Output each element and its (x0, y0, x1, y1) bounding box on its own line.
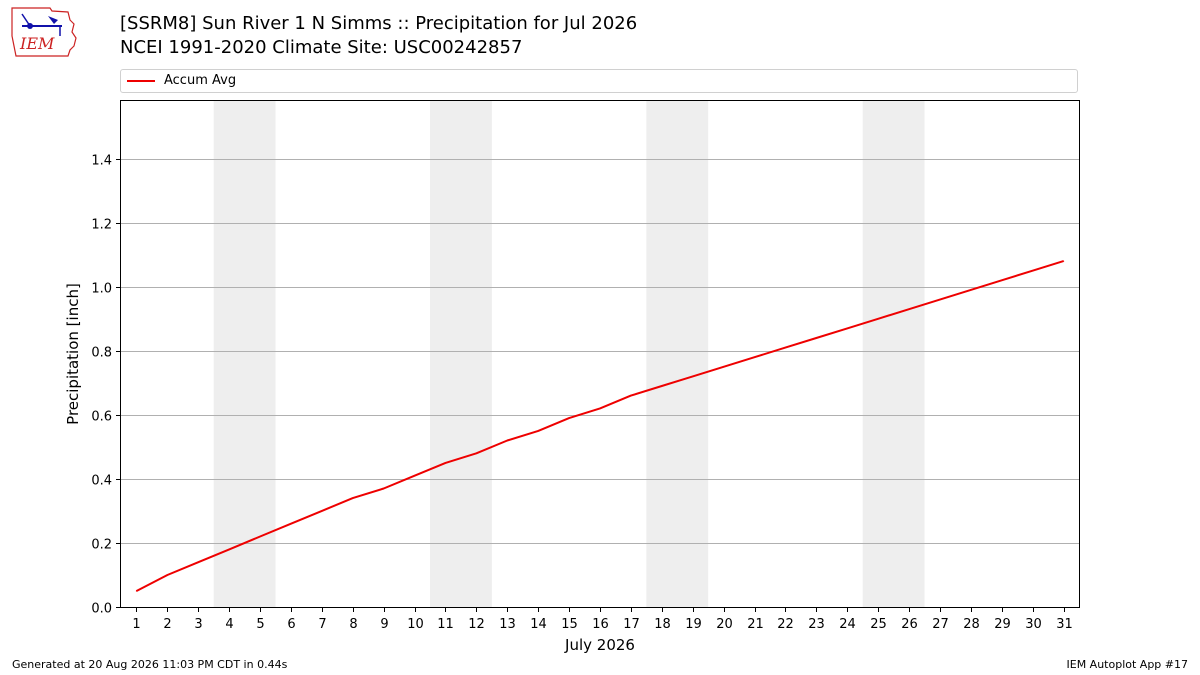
x-tick-label: 18 (654, 617, 671, 632)
x-tick-label: 4 (225, 617, 233, 632)
data-point (630, 395, 632, 397)
data-point (784, 346, 787, 349)
data-point (537, 430, 539, 432)
data-point (692, 375, 694, 378)
data-point (661, 385, 663, 387)
data-point (475, 452, 477, 454)
y-tick-label: 1.4 (91, 154, 112, 169)
x-tick-label: 29 (994, 617, 1011, 632)
data-point (228, 548, 230, 550)
x-tick-label: 9 (380, 617, 388, 632)
x-tick-label: 15 (561, 617, 578, 632)
data-point (599, 407, 601, 410)
data-point (908, 308, 910, 310)
generated-timestamp: Generated at 20 Aug 2026 11:03 PM CDT in… (12, 658, 288, 671)
x-tick-label: 10 (407, 617, 424, 632)
data-point (970, 289, 972, 291)
data-point (753, 356, 756, 358)
data-point (506, 439, 508, 442)
x-tick-label: 20 (716, 617, 733, 632)
x-tick-label: 24 (839, 617, 856, 632)
data-point (290, 523, 292, 525)
x-tick-label: 26 (901, 617, 918, 632)
data-point (815, 337, 817, 339)
data-point (568, 417, 570, 419)
y-tick-label: 0.6 (91, 410, 112, 425)
data-point (723, 366, 725, 368)
data-point (321, 510, 323, 512)
x-tick-label: 7 (318, 617, 326, 632)
legend-line-swatch (127, 80, 155, 82)
weekend-shade-4 (862, 101, 925, 607)
weekend-shade-3 (646, 101, 709, 607)
chart-subtitle: NCEI 1991-2020 Climate Site: USC00242857 (120, 37, 523, 58)
weekend-shade-1 (213, 101, 276, 607)
x-tick-label: 12 (468, 617, 485, 632)
x-tick-label: 3 (194, 617, 202, 632)
data-point (352, 497, 354, 499)
data-point (166, 574, 168, 576)
plot-frame (120, 100, 1080, 608)
y-tick-label: 1.2 (91, 218, 112, 233)
x-tick-label: 27 (932, 617, 949, 632)
y-tick-label: 0.0 (91, 602, 112, 617)
x-tick-label: 5 (256, 617, 264, 632)
x-tick-label: 19 (685, 617, 702, 632)
x-tick-label: 30 (1025, 617, 1042, 632)
y-tick-label: 0.8 (91, 346, 112, 361)
y-tick-label: 1.0 (91, 282, 112, 297)
series-line-accum-avg (136, 260, 1064, 592)
x-tick-label: 8 (349, 617, 357, 632)
x-tick-label: 16 (592, 617, 609, 632)
x-tick-label: 17 (623, 617, 640, 632)
x-tick-label: 6 (287, 617, 295, 632)
x-tick-label: 25 (870, 617, 887, 632)
x-axis-label: July 2026 (564, 636, 635, 654)
iem-logo: IEM (11, 7, 77, 57)
weekend-shade-2 (430, 101, 492, 607)
data-point (877, 318, 879, 320)
y-axis-label: Precipitation [inch] (64, 283, 82, 425)
data-point (1001, 279, 1003, 281)
y-tick-label: 0.4 (91, 474, 112, 489)
x-tick-label: 21 (747, 617, 764, 632)
data-point (259, 535, 261, 538)
data-point (135, 590, 138, 592)
app-label: IEM Autoplot App #17 (1066, 658, 1189, 671)
x-tick-label: 28 (963, 617, 980, 632)
x-tick-label: 23 (808, 617, 825, 632)
data-point (413, 475, 416, 477)
data-point (197, 561, 199, 563)
x-tick-label: 22 (777, 617, 794, 632)
x-tick-label: 1 (132, 617, 140, 632)
legend: Accum Avg (120, 69, 1078, 93)
y-tick-label: 0.2 (91, 538, 112, 553)
x-tick-label: 13 (499, 617, 516, 632)
chart-title: [SSRM8] Sun River 1 N Simms :: Precipita… (120, 13, 638, 34)
data-point (383, 487, 385, 490)
x-tick-label: 14 (530, 617, 547, 632)
data-point (939, 298, 941, 301)
logo-text: IEM (19, 34, 55, 53)
data-point (1032, 270, 1034, 272)
x-tick-label: 11 (437, 617, 454, 632)
data-point (846, 327, 848, 329)
x-tick-label: 31 (1056, 617, 1073, 632)
x-tick-label: 2 (163, 617, 171, 632)
data-point (444, 462, 447, 464)
legend-label: Accum Avg (164, 73, 237, 88)
data-point (1062, 260, 1065, 262)
